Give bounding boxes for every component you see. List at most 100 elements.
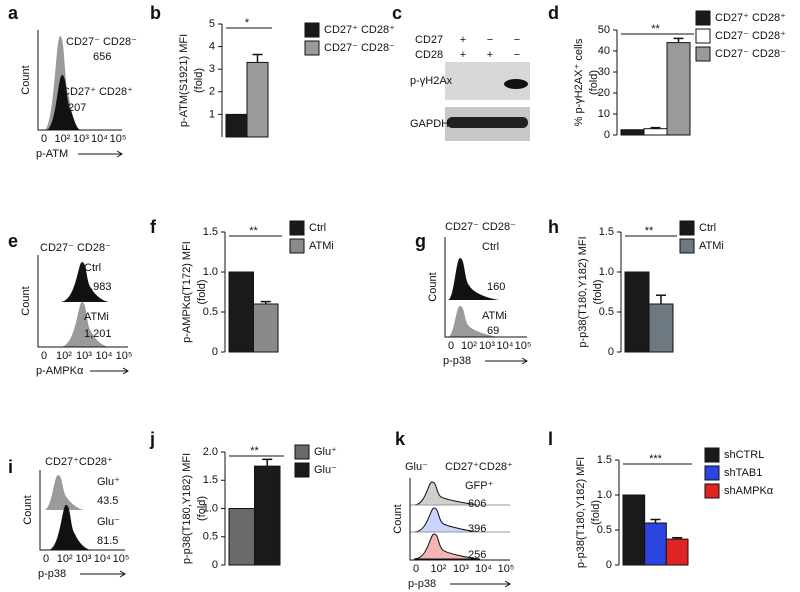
legend-swatch bbox=[679, 238, 695, 254]
x-tick-label: 0 bbox=[43, 553, 49, 565]
x-tick-label: 0 bbox=[448, 340, 454, 352]
panel-label: e bbox=[8, 231, 18, 251]
legend-label: Ctrl bbox=[699, 222, 716, 234]
blot-band-label: p-γH2Ax bbox=[410, 75, 453, 87]
arrow-head bbox=[504, 580, 511, 588]
panel-label: c bbox=[392, 3, 402, 23]
y-axis-label: Count bbox=[427, 272, 439, 301]
legend-label: CD27⁻ CD28⁻ bbox=[324, 42, 395, 54]
x-tick-label: 10³ bbox=[73, 133, 89, 145]
y-tick-label: 3 bbox=[209, 63, 215, 75]
flow-label: GFP⁺ bbox=[465, 480, 494, 492]
flow-axes bbox=[39, 470, 125, 551]
legend-label: Glu⁺ bbox=[314, 446, 337, 458]
panel-label: k bbox=[395, 429, 406, 449]
bar bbox=[254, 465, 281, 566]
legend-label: Ctrl bbox=[309, 222, 326, 234]
y-tick-label: 0 bbox=[212, 346, 218, 358]
y-axis-label: p-AMPKα(T172) MFI bbox=[181, 241, 193, 343]
blot-band bbox=[447, 117, 528, 128]
y-tick-label: 40 bbox=[598, 45, 610, 57]
x-tick-label: 10² bbox=[55, 133, 71, 145]
legend-label: CD27⁺ CD28⁺ bbox=[324, 24, 395, 36]
flow-title: Glu⁻ bbox=[405, 461, 428, 473]
flow-label: ATMi bbox=[482, 310, 507, 322]
x-tick-label: 10⁵ bbox=[515, 340, 532, 352]
y-tick-label: 0 bbox=[604, 129, 610, 141]
histogram bbox=[448, 306, 500, 337]
legend-label: shTAB1 bbox=[724, 467, 762, 479]
significance-label: *** bbox=[649, 453, 663, 465]
legend-swatch bbox=[304, 40, 320, 56]
x-tick-label: 10² bbox=[461, 340, 477, 352]
x-tick-label: 10³ bbox=[453, 563, 469, 575]
y-tick-label: 1.0 bbox=[597, 489, 612, 501]
legend-label: ATMi bbox=[699, 240, 724, 252]
y-tick-label: 1.0 bbox=[203, 502, 218, 514]
y-tick-label: 1 bbox=[209, 108, 215, 120]
x-tick-label: 10³ bbox=[76, 350, 92, 362]
arrow-head bbox=[122, 367, 129, 375]
flow-title: CD27⁻ CD28⁻ bbox=[445, 221, 516, 233]
panel-label: l bbox=[548, 429, 553, 449]
legend-swatch bbox=[695, 46, 711, 62]
y-tick-label: 2 bbox=[209, 86, 215, 98]
flow-label: Glu⁺ bbox=[97, 476, 120, 488]
y-tick-label: 4 bbox=[209, 41, 215, 53]
legend-swatch bbox=[695, 10, 711, 26]
histogram bbox=[413, 481, 481, 506]
x-axis-label: p-p38 bbox=[443, 355, 471, 367]
panel-label: a bbox=[8, 3, 19, 23]
x-axis-label: p-p38 bbox=[408, 578, 436, 590]
y-axis-label: p-p38(T180,Y182) MFI bbox=[181, 453, 193, 564]
significance-label: ** bbox=[250, 445, 259, 457]
y-axis-label: (fold) bbox=[193, 68, 205, 93]
panel-label: f bbox=[150, 217, 157, 237]
bar bbox=[666, 42, 691, 136]
x-tick-label: 10² bbox=[56, 350, 72, 362]
flow-label: 396 bbox=[468, 523, 486, 535]
panel-label: i bbox=[8, 457, 13, 477]
panel-label: b bbox=[150, 3, 161, 23]
y-axis-label: (fold) bbox=[590, 500, 602, 525]
panel-label: h bbox=[548, 217, 559, 237]
bar bbox=[665, 538, 689, 566]
x-tick-label: 0 bbox=[413, 563, 419, 575]
flow-axes bbox=[444, 237, 527, 338]
flow-axes bbox=[409, 478, 510, 561]
flow-label: 256 bbox=[468, 549, 486, 561]
blot-band-label: GAPDH bbox=[410, 118, 449, 130]
x-axis-label: p-p38 bbox=[38, 568, 66, 580]
x-tick-label: 0 bbox=[41, 350, 47, 362]
arrow-head bbox=[119, 570, 126, 578]
y-tick-label: 1.5 bbox=[599, 226, 614, 238]
x-tick-label: 10⁵ bbox=[498, 563, 515, 575]
y-tick-label: 1.0 bbox=[203, 266, 218, 278]
lane-sign: + bbox=[487, 49, 493, 61]
x-tick-label: 10² bbox=[431, 563, 447, 575]
x-tick-label: 10³ bbox=[76, 553, 92, 565]
x-tick-label: 10⁴ bbox=[96, 350, 113, 362]
x-tick-label: 10⁴ bbox=[94, 553, 111, 565]
lane-sign: − bbox=[487, 34, 493, 46]
legend-label: Glu⁻ bbox=[314, 464, 337, 476]
flow-label: Ctrl bbox=[482, 241, 499, 253]
x-tick-label: 10² bbox=[57, 553, 73, 565]
legend-label: CD27⁻ CD28⁺ bbox=[715, 30, 786, 42]
flow-label: 1,201 bbox=[84, 328, 112, 340]
x-tick-label: 10⁴ bbox=[497, 340, 514, 352]
y-axis-label: Count bbox=[20, 286, 32, 315]
flow-label: 606 bbox=[468, 498, 486, 510]
x-tick-label: 10⁵ bbox=[116, 350, 133, 362]
legend-swatch bbox=[704, 483, 720, 499]
y-tick-label: 5 bbox=[209, 18, 215, 30]
x-tick-label: 10⁴ bbox=[475, 563, 492, 575]
y-tick-label: 0 bbox=[212, 559, 218, 571]
legend-swatch bbox=[294, 462, 310, 478]
histogram bbox=[413, 507, 481, 533]
y-tick-label: 0.5 bbox=[203, 306, 218, 318]
significance-label: ** bbox=[651, 23, 660, 35]
y-tick-label: 1.5 bbox=[203, 474, 218, 486]
legend-swatch bbox=[695, 28, 711, 44]
